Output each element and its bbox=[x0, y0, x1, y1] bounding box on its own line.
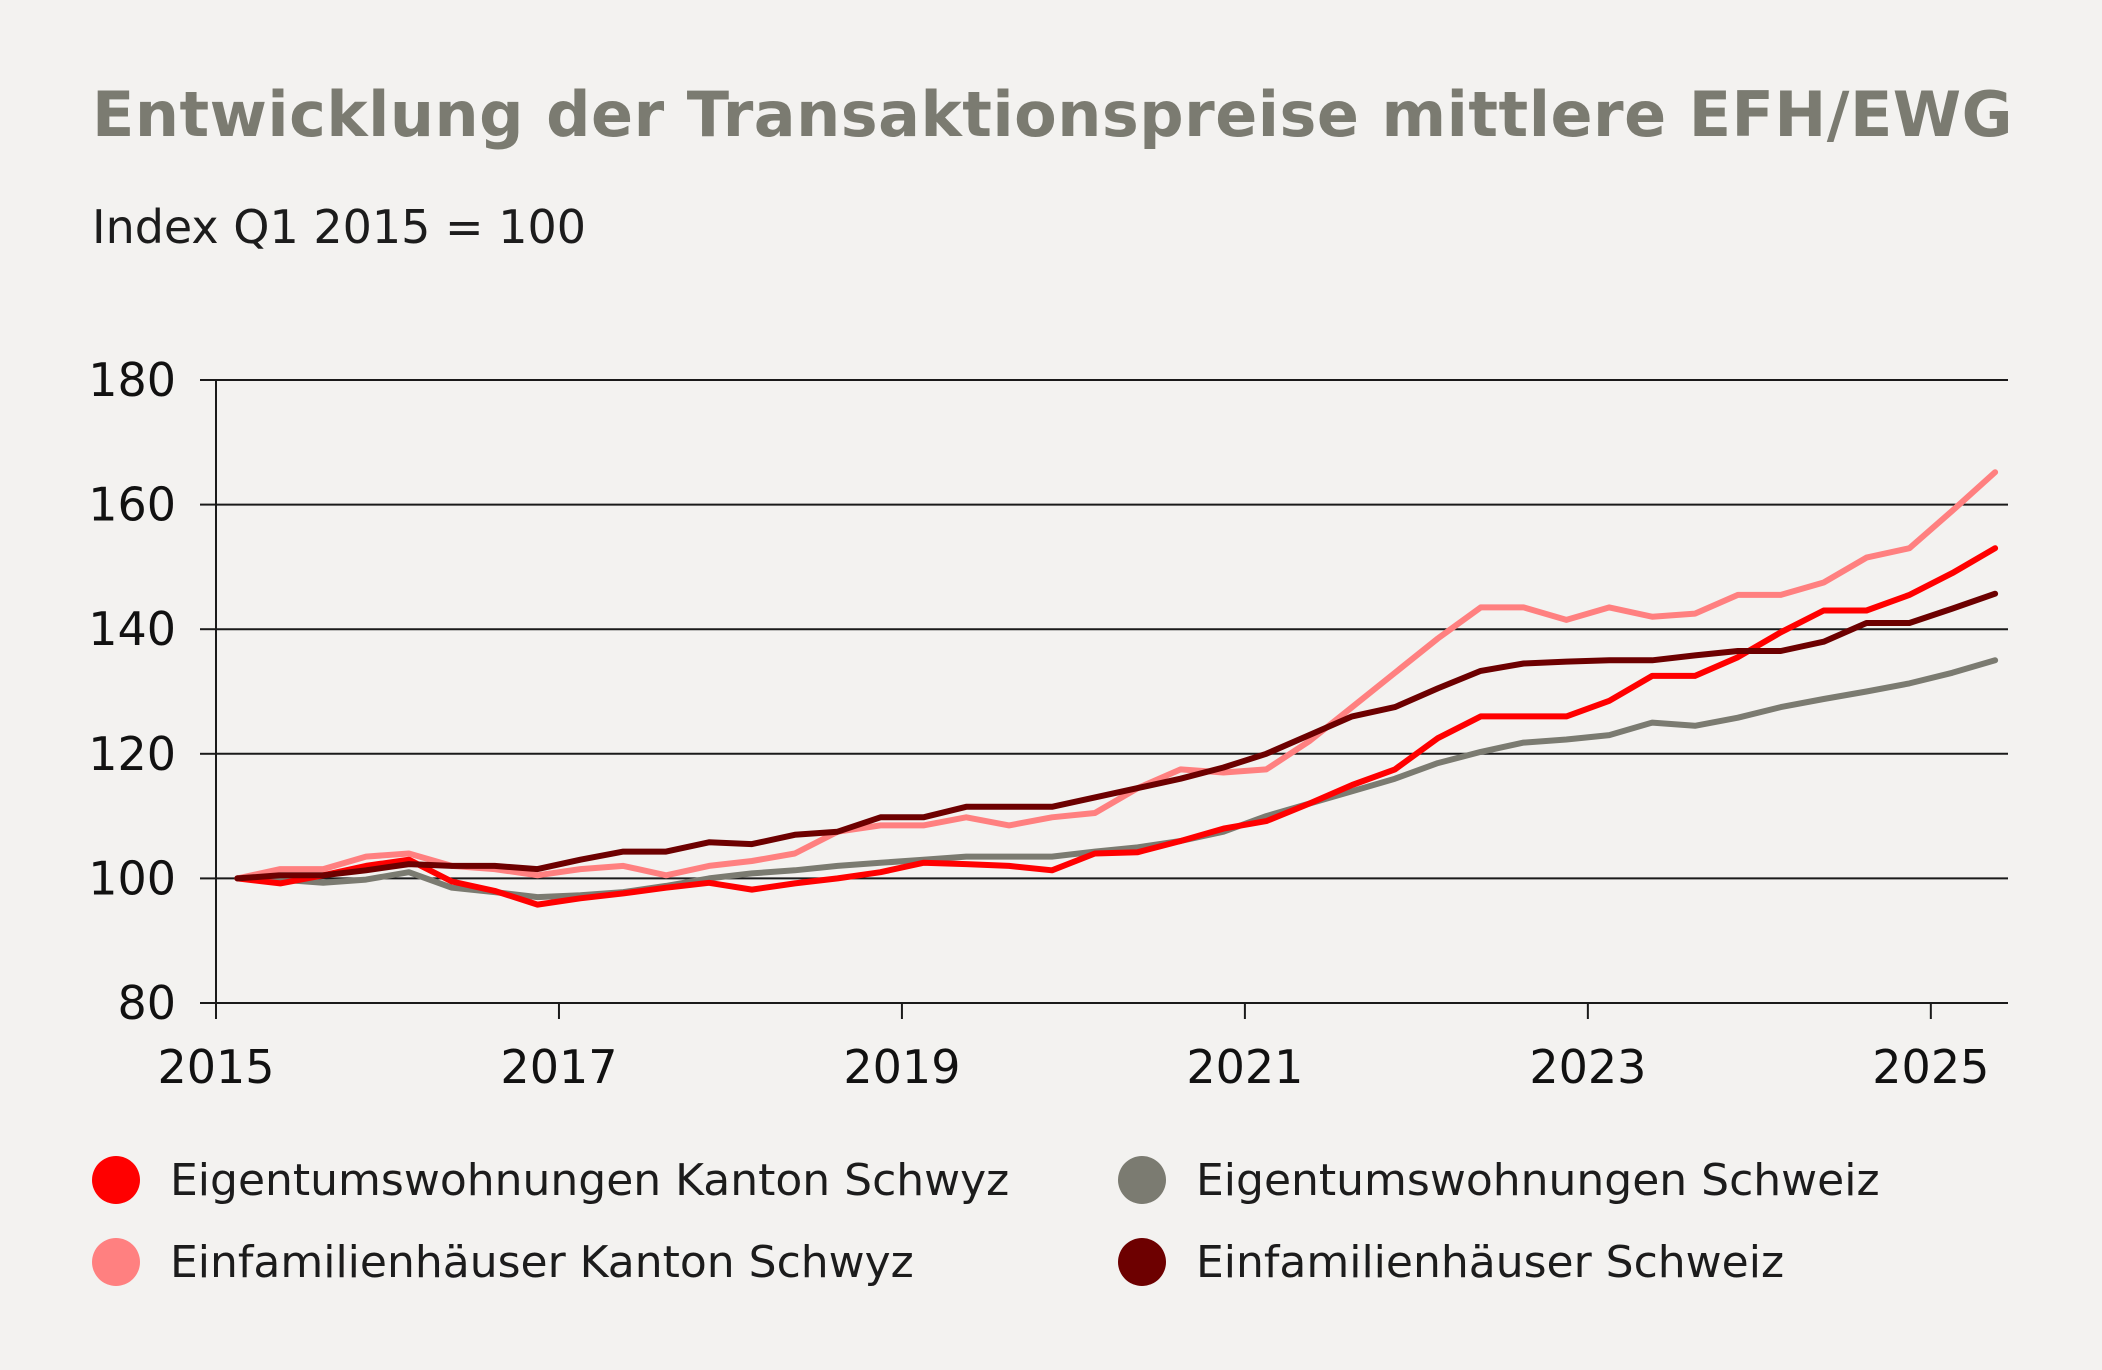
legend-label: Eigentumswohnungen Kanton Schwyz bbox=[170, 1154, 1010, 1206]
x-tick-label-2019: 2019 bbox=[843, 1040, 960, 1094]
y-tick-label-140: 140 bbox=[88, 602, 176, 656]
series-line-einfamilienhaeuser-kanton-schwyz bbox=[234, 469, 1999, 882]
legend-label: Einfamilienhäuser Kanton Schwyz bbox=[170, 1236, 914, 1288]
legend: Eigentumswohnungen Kanton Schwyz Eigentu… bbox=[92, 1140, 2052, 1320]
x-tick-label-2015: 2015 bbox=[157, 1040, 274, 1094]
chart-subtitle: Index Q1 2015 = 100 bbox=[92, 200, 587, 254]
series-lines bbox=[234, 469, 1999, 908]
x-tick-label-2025: 2025 bbox=[1872, 1040, 1989, 1094]
legend-label: Eigentumswohnungen Schweiz bbox=[1196, 1154, 1880, 1206]
tick-labels: 80 100 120 140 160 180 2015 2017 2019 2021 2023 202… bbox=[88, 353, 1989, 1094]
legend-swatch-icon bbox=[92, 1156, 140, 1204]
y-tick-label-160: 160 bbox=[88, 478, 176, 532]
grid-lines bbox=[216, 379, 2008, 880]
legend-swatch-icon bbox=[1118, 1238, 1166, 1286]
series-line-eigentumswohnungen-schweiz bbox=[234, 657, 1999, 901]
legend-item-eigentumswohnungen-schweiz: Eigentumswohnungen Schweiz bbox=[1118, 1140, 1880, 1220]
series-line-einfamilienhaeuser-schweiz bbox=[234, 590, 1999, 882]
y-tick-label-80: 80 bbox=[117, 976, 176, 1030]
legend-label: Einfamilienhäuser Schweiz bbox=[1196, 1236, 1785, 1288]
y-tick-label-100: 100 bbox=[88, 851, 176, 905]
chart-title: Entwicklung der Transaktionspreise mittl… bbox=[92, 78, 2014, 151]
x-tick-label-2021: 2021 bbox=[1186, 1040, 1303, 1094]
y-tick-label-180: 180 bbox=[88, 353, 176, 407]
y-tick-label-120: 120 bbox=[88, 727, 176, 781]
legend-item-einfamilienhaeuser-schweiz: Einfamilienhäuser Schweiz bbox=[1118, 1222, 1784, 1302]
legend-item-eigentumswohnungen-kanton-schwyz: Eigentumswohnungen Kanton Schwyz bbox=[92, 1140, 1009, 1220]
legend-swatch-icon bbox=[92, 1238, 140, 1286]
series-line-eigentumswohnungen-kanton-schwyz bbox=[234, 545, 1999, 908]
legend-swatch-icon bbox=[1118, 1156, 1166, 1204]
x-tick-label-2023: 2023 bbox=[1529, 1040, 1646, 1094]
axes bbox=[200, 379, 2008, 1019]
x-tick-label-2017: 2017 bbox=[500, 1040, 617, 1094]
legend-item-einfamilienhaeuser-kanton-schwyz: Einfamilienhäuser Kanton Schwyz bbox=[92, 1222, 914, 1302]
